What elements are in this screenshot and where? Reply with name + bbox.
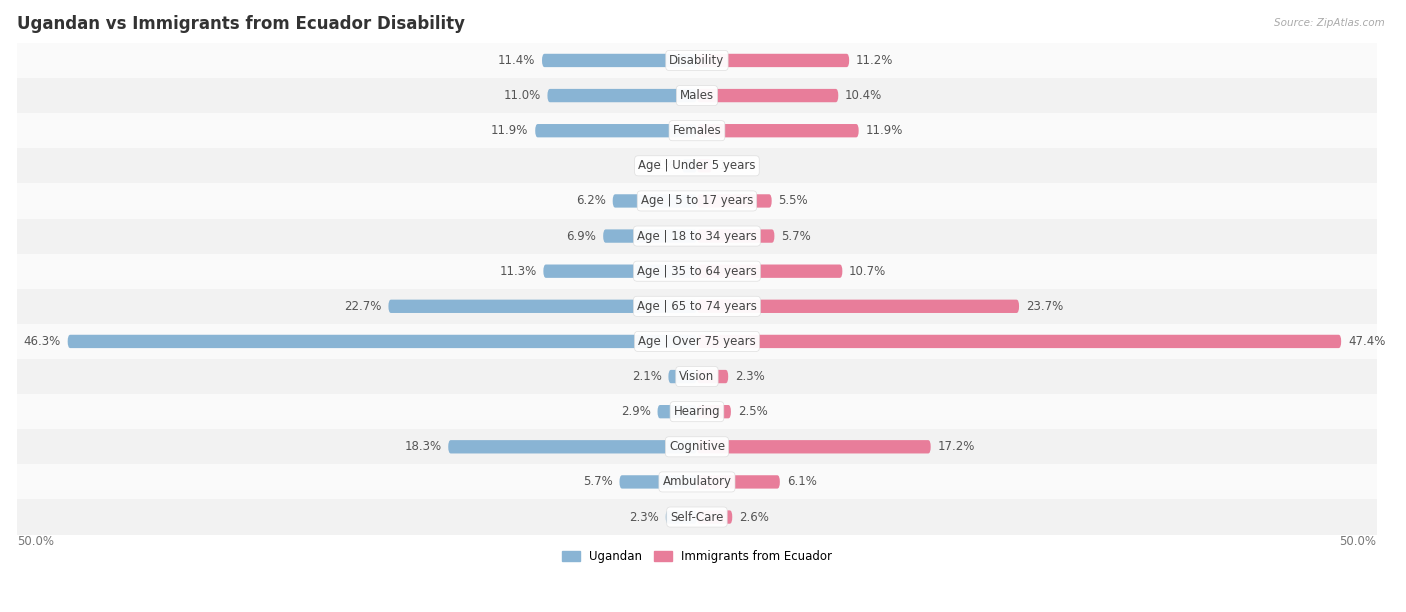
Text: 5.7%: 5.7%	[782, 230, 811, 242]
Text: Age | 18 to 34 years: Age | 18 to 34 years	[637, 230, 756, 242]
Text: 11.0%: 11.0%	[503, 89, 541, 102]
Text: 47.4%: 47.4%	[1348, 335, 1385, 348]
Text: Vision: Vision	[679, 370, 714, 383]
Text: Source: ZipAtlas.com: Source: ZipAtlas.com	[1274, 18, 1385, 28]
Bar	[17, 113, 1376, 148]
Text: 11.9%: 11.9%	[491, 124, 529, 137]
Bar	[17, 359, 1376, 394]
Text: Ambulatory: Ambulatory	[662, 476, 731, 488]
Bar	[17, 499, 1376, 535]
FancyBboxPatch shape	[697, 370, 728, 383]
Text: Age | 65 to 74 years: Age | 65 to 74 years	[637, 300, 756, 313]
FancyBboxPatch shape	[613, 194, 697, 207]
FancyBboxPatch shape	[67, 335, 697, 348]
FancyBboxPatch shape	[665, 510, 697, 524]
Text: 50.0%: 50.0%	[17, 535, 55, 548]
Text: 5.5%: 5.5%	[779, 195, 808, 207]
FancyBboxPatch shape	[388, 300, 697, 313]
Text: 2.5%: 2.5%	[738, 405, 768, 418]
Text: 11.4%: 11.4%	[498, 54, 536, 67]
Bar	[17, 429, 1376, 465]
FancyBboxPatch shape	[697, 194, 772, 207]
Text: 18.3%: 18.3%	[405, 440, 441, 453]
FancyBboxPatch shape	[697, 54, 849, 67]
Text: 2.6%: 2.6%	[740, 510, 769, 523]
FancyBboxPatch shape	[543, 264, 697, 278]
FancyBboxPatch shape	[620, 476, 697, 488]
FancyBboxPatch shape	[668, 370, 697, 383]
Text: 17.2%: 17.2%	[938, 440, 974, 453]
Text: 11.2%: 11.2%	[856, 54, 893, 67]
Text: Ugandan vs Immigrants from Ecuador Disability: Ugandan vs Immigrants from Ecuador Disab…	[17, 15, 465, 33]
Text: 2.9%: 2.9%	[621, 405, 651, 418]
FancyBboxPatch shape	[697, 89, 838, 102]
Text: 2.3%: 2.3%	[628, 510, 659, 523]
Text: 22.7%: 22.7%	[344, 300, 381, 313]
FancyBboxPatch shape	[603, 230, 697, 243]
FancyBboxPatch shape	[697, 264, 842, 278]
Text: Self-Care: Self-Care	[671, 510, 724, 523]
FancyBboxPatch shape	[547, 89, 697, 102]
Text: Disability: Disability	[669, 54, 724, 67]
Bar	[17, 394, 1376, 429]
FancyBboxPatch shape	[536, 124, 697, 137]
Text: 6.1%: 6.1%	[786, 476, 817, 488]
Text: 50.0%: 50.0%	[1340, 535, 1376, 548]
Bar	[17, 324, 1376, 359]
Text: Cognitive: Cognitive	[669, 440, 725, 453]
Text: 1.1%: 1.1%	[645, 159, 675, 173]
Text: 10.7%: 10.7%	[849, 264, 886, 278]
Text: Females: Females	[672, 124, 721, 137]
Text: Age | Over 75 years: Age | Over 75 years	[638, 335, 756, 348]
FancyBboxPatch shape	[682, 159, 697, 173]
Bar	[17, 289, 1376, 324]
Text: 23.7%: 23.7%	[1026, 300, 1063, 313]
FancyBboxPatch shape	[697, 230, 775, 243]
FancyBboxPatch shape	[449, 440, 697, 453]
Text: Males: Males	[681, 89, 714, 102]
FancyBboxPatch shape	[697, 476, 780, 488]
Text: Age | Under 5 years: Age | Under 5 years	[638, 159, 755, 173]
Bar	[17, 148, 1376, 184]
Text: 46.3%: 46.3%	[24, 335, 60, 348]
FancyBboxPatch shape	[697, 440, 931, 453]
Bar	[17, 78, 1376, 113]
Text: 10.4%: 10.4%	[845, 89, 883, 102]
FancyBboxPatch shape	[697, 124, 859, 137]
Bar	[17, 465, 1376, 499]
Text: 2.3%: 2.3%	[735, 370, 765, 383]
Bar	[17, 184, 1376, 218]
Text: Hearing: Hearing	[673, 405, 720, 418]
Text: Age | 35 to 64 years: Age | 35 to 64 years	[637, 264, 756, 278]
FancyBboxPatch shape	[697, 300, 1019, 313]
Bar	[17, 218, 1376, 253]
FancyBboxPatch shape	[697, 405, 731, 419]
Text: 6.9%: 6.9%	[567, 230, 596, 242]
Bar	[17, 253, 1376, 289]
Text: 11.9%: 11.9%	[866, 124, 903, 137]
Text: 1.1%: 1.1%	[718, 159, 748, 173]
FancyBboxPatch shape	[697, 510, 733, 524]
FancyBboxPatch shape	[697, 159, 711, 173]
FancyBboxPatch shape	[697, 335, 1341, 348]
Text: 11.3%: 11.3%	[499, 264, 537, 278]
Text: 5.7%: 5.7%	[583, 476, 613, 488]
Text: 2.1%: 2.1%	[631, 370, 662, 383]
Bar	[17, 43, 1376, 78]
Text: 6.2%: 6.2%	[576, 195, 606, 207]
FancyBboxPatch shape	[541, 54, 697, 67]
Text: Age | 5 to 17 years: Age | 5 to 17 years	[641, 195, 754, 207]
FancyBboxPatch shape	[658, 405, 697, 419]
Legend: Ugandan, Immigrants from Ecuador: Ugandan, Immigrants from Ecuador	[557, 545, 837, 568]
